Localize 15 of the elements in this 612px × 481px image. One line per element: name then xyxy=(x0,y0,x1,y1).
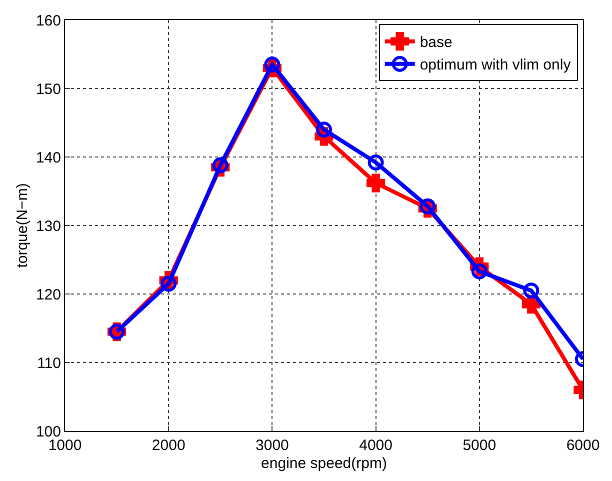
y-tick-label: 160 xyxy=(36,12,61,30)
x-tick-label: 3000 xyxy=(256,437,289,454)
y-tick-label: 150 xyxy=(36,80,61,98)
y-tick-label: 110 xyxy=(37,354,61,372)
x-tick-label: 5000 xyxy=(462,437,496,454)
x-tick-label: 4000 xyxy=(359,437,392,454)
y-axis-title: torque(N−m) xyxy=(14,183,32,268)
y-tick-label: 130 xyxy=(36,218,61,235)
x-axis-title: engine speed(rpm) xyxy=(261,455,387,472)
x-tick-label: 2000 xyxy=(152,437,186,454)
x-tick-label: 6000 xyxy=(566,437,600,454)
legend-label: optimum with vlim only xyxy=(420,56,572,74)
y-tick-label: 120 xyxy=(36,286,61,304)
legend-label: base xyxy=(420,34,452,52)
y-tick-label: 140 xyxy=(36,149,61,166)
